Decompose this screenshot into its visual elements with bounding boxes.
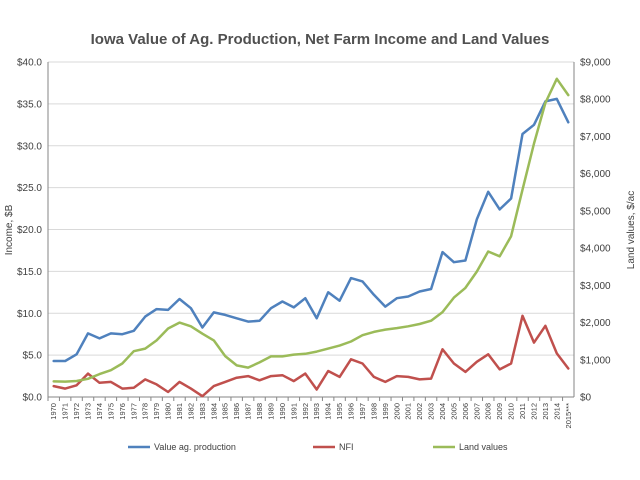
x-tick-label: 2001 xyxy=(404,403,413,420)
right-tick-label: $1,000 xyxy=(580,355,611,366)
x-tick-label: 1990 xyxy=(278,403,287,420)
x-tick-label: 2003 xyxy=(427,403,436,420)
left-tick-label: $35.0 xyxy=(17,99,42,110)
legend: Value ag. production NFI Land values xyxy=(128,442,508,452)
x-tick-label: 1982 xyxy=(186,403,195,420)
x-tick-label: 2008 xyxy=(484,403,493,420)
x-tick-label: 1977 xyxy=(129,403,138,420)
x-tick-label: 1973 xyxy=(84,403,93,420)
left-tick-label: $10.0 xyxy=(17,309,42,320)
x-tick-label: 1985 xyxy=(221,403,230,420)
left-tick-label: $30.0 xyxy=(17,141,42,152)
x-tick-label: 1976 xyxy=(118,403,127,420)
left-axis-ticks: $0.0 $5.0 $10.0 $15.0 $20.0 $25.0 $30.0 $35.0 $4… xyxy=(17,58,42,404)
x-tick-label: 1981 xyxy=(175,403,184,420)
x-tick-label: 2007 xyxy=(472,403,481,420)
x-tick-label: 1983 xyxy=(198,403,207,420)
right-tick-label: $0 xyxy=(580,393,592,404)
legend-label: Value ag. production xyxy=(154,442,236,452)
right-tick-label: $6,000 xyxy=(580,169,611,180)
x-tick-label: 2009 xyxy=(495,403,504,420)
series-line xyxy=(52,314,570,398)
legend-label: Land values xyxy=(459,442,508,452)
x-axis-ticks: 1970 1971 1972 1973 1974 1975 1976 1977 1978 1979… xyxy=(47,397,573,429)
x-tick-label: 1986 xyxy=(232,403,241,420)
right-tick-label: $9,000 xyxy=(580,58,611,69)
left-tick-label: $20.0 xyxy=(17,225,42,236)
x-tick-label: 1991 xyxy=(289,403,298,420)
x-tick-label: 2013 xyxy=(541,403,550,420)
left-tick-label: $0.0 xyxy=(23,393,43,404)
x-tick-label: 1971 xyxy=(61,403,70,420)
x-tick-label: 2014 xyxy=(552,403,561,420)
right-tick-label: $7,000 xyxy=(580,132,611,143)
x-tick-label: 1999 xyxy=(381,403,390,420)
x-tick-label: 2002 xyxy=(415,403,424,420)
x-tick-label: 1972 xyxy=(72,403,81,420)
x-tick-label: 1993 xyxy=(312,403,321,420)
x-tick-label: 1970 xyxy=(49,403,58,420)
x-tick-label: 2011 xyxy=(518,403,527,419)
x-tick-label: 2015*** xyxy=(564,403,573,429)
series-line xyxy=(52,77,570,383)
x-tick-label: 2004 xyxy=(438,403,447,420)
left-axis-label: Income, $B xyxy=(4,204,15,255)
right-axis-ticks: $0 $1,000 $2,000 $3,000 $4,000 $5,000 $6,000 $7… xyxy=(580,58,611,404)
x-tick-label: 1974 xyxy=(95,403,104,420)
gridlines xyxy=(48,61,574,398)
left-tick-label: $15.0 xyxy=(17,267,42,278)
x-tick-label: 1997 xyxy=(358,403,367,420)
series-lines xyxy=(52,77,570,398)
x-tick-label: 2010 xyxy=(507,403,516,420)
x-tick-label: 1989 xyxy=(266,403,275,420)
legend-label: NFI xyxy=(339,442,354,452)
x-tick-label: 2006 xyxy=(461,403,470,420)
x-tick-label: 2000 xyxy=(392,403,401,420)
x-tick-label: 1984 xyxy=(209,403,218,420)
right-tick-label: $2,000 xyxy=(580,318,611,329)
x-tick-label: 1975 xyxy=(106,403,115,420)
x-tick-label: 1979 xyxy=(152,403,161,420)
series-line xyxy=(52,97,570,363)
x-tick-label: 1995 xyxy=(335,403,344,420)
right-tick-label: $3,000 xyxy=(580,281,611,292)
x-tick-label: 2005 xyxy=(449,403,458,420)
left-tick-label: $5.0 xyxy=(23,351,43,362)
x-tick-label: 1978 xyxy=(141,403,150,420)
x-tick-label: 1992 xyxy=(301,403,310,420)
x-tick-label: 1987 xyxy=(244,403,253,420)
x-tick-label: 1998 xyxy=(369,403,378,420)
right-tick-label: $4,000 xyxy=(580,244,611,255)
right-tick-label: $8,000 xyxy=(580,95,611,106)
chart-title: Iowa Value of Ag. Production, Net Farm I… xyxy=(91,31,550,48)
x-tick-label: 1996 xyxy=(347,403,356,420)
right-axis-label: Land values, $/ac xyxy=(626,191,637,269)
x-tick-label: 1980 xyxy=(164,403,173,420)
right-tick-label: $5,000 xyxy=(580,206,611,217)
x-tick-label: 2012 xyxy=(529,403,538,420)
x-tick-label: 1994 xyxy=(324,403,333,420)
left-tick-label: $25.0 xyxy=(17,183,42,194)
left-tick-label: $40.0 xyxy=(17,58,42,69)
x-tick-label: 1988 xyxy=(255,403,264,420)
